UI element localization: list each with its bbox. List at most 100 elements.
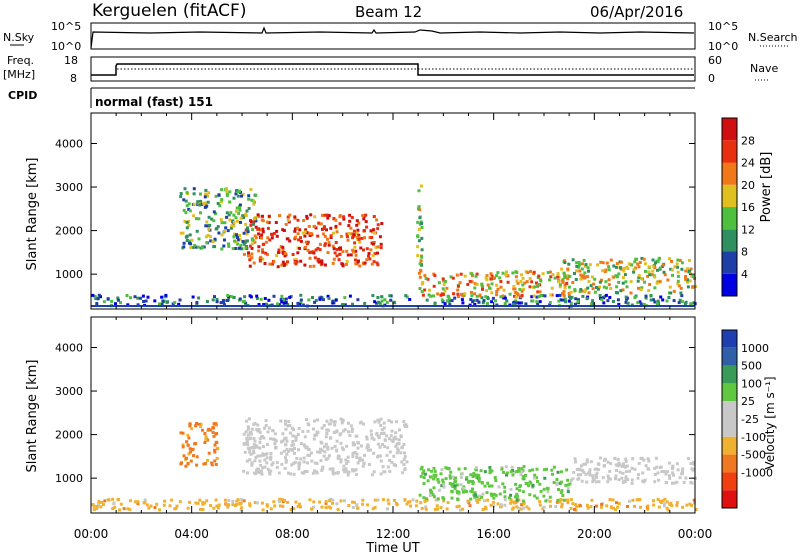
echo-cell (342, 303, 346, 307)
echo-cell (246, 230, 250, 234)
echo-cell (363, 236, 366, 240)
echo-cell (288, 295, 292, 299)
echo-cell (442, 279, 446, 283)
echo-cell (473, 286, 477, 290)
echo-cell (321, 298, 325, 302)
echo-cell (417, 239, 421, 243)
echo-cell (247, 417, 251, 421)
echo-cell (582, 258, 586, 262)
colorbar-segment (722, 347, 737, 366)
echo-cell (341, 250, 345, 254)
echo-cell (559, 470, 563, 474)
echo-cell (403, 424, 407, 428)
echo-cell (205, 241, 209, 245)
echo-cell (195, 463, 199, 467)
echo-cell (320, 426, 324, 430)
echo-cell (372, 260, 376, 264)
echo-cell (580, 464, 583, 468)
echo-cell (378, 301, 382, 305)
echo-cell (576, 300, 580, 304)
echo-cell (417, 205, 421, 209)
echo-cell (295, 226, 299, 230)
echo-cell (450, 490, 454, 494)
echo-cell (692, 498, 696, 502)
colorbar-tick-label: 20 (741, 179, 755, 192)
echo-cell (556, 275, 560, 279)
echo-cell (481, 508, 485, 512)
echo-cell (550, 286, 554, 290)
echo-cell (388, 458, 392, 462)
echo-cell (258, 446, 262, 450)
echo-cell (345, 462, 348, 465)
echo-cell (258, 471, 262, 475)
echo-cell (656, 268, 659, 272)
echo-cell (559, 298, 563, 302)
echo-cell (308, 256, 312, 260)
echo-cell (564, 300, 568, 304)
echo-cell (329, 418, 333, 422)
echo-cell (225, 503, 229, 506)
echo-cell (209, 504, 213, 507)
echo-cell (245, 419, 249, 423)
echo-cell (628, 469, 632, 473)
echo-cell (323, 213, 327, 217)
echo-cell (637, 275, 641, 279)
echo-cell (243, 450, 247, 454)
echo-cell (215, 504, 219, 508)
echo-cell (484, 507, 488, 511)
echo-cell (324, 506, 328, 510)
echo-cell (606, 299, 610, 303)
echo-cell (194, 442, 198, 446)
echo-cell (307, 423, 311, 427)
echo-cell (495, 274, 499, 278)
echo-cell (379, 424, 383, 427)
echo-cell (651, 264, 655, 268)
echo-cell (577, 467, 581, 471)
echo-cell (505, 473, 508, 477)
echo-cell (136, 502, 140, 506)
echo-cell (657, 257, 661, 261)
echo-cell (456, 284, 460, 288)
echo-cell (439, 472, 443, 476)
echo-cell (237, 211, 241, 215)
echo-cell (436, 478, 440, 481)
echo-cell (204, 462, 207, 466)
echo-cell (278, 214, 282, 218)
echo-cell (370, 236, 374, 239)
echo-cell (441, 496, 445, 500)
echo-cell (343, 303, 347, 307)
colorbar-segment (722, 383, 737, 402)
echo-cell (111, 507, 115, 511)
echo-cell (370, 436, 374, 440)
echo-cell (338, 433, 342, 437)
echo-cell (490, 291, 494, 295)
echo-cell (97, 502, 100, 506)
echo-cell (431, 493, 435, 497)
echo-cell (305, 461, 309, 465)
echo-cell (201, 500, 205, 504)
echo-cell (419, 269, 423, 273)
echo-cell (619, 289, 623, 293)
echo-cell (670, 467, 674, 471)
echo-cell (437, 281, 441, 285)
echo-cell (299, 505, 302, 509)
echo-cell (448, 476, 452, 480)
echo-cell (471, 475, 475, 478)
echo-cell (442, 485, 446, 489)
echo-cell (571, 477, 575, 481)
echo-cell (533, 494, 537, 498)
echo-cell (292, 462, 296, 465)
echo-cell (348, 294, 352, 298)
echo-cell (617, 272, 621, 276)
echo-cell (344, 458, 348, 462)
echo-cell (624, 280, 628, 284)
echo-cell (656, 260, 660, 263)
echo-cell (179, 192, 183, 196)
echo-cell (206, 438, 210, 442)
echo-cell (360, 236, 364, 240)
echo-cell (319, 459, 323, 463)
echo-cell (320, 213, 324, 217)
echo-cell (388, 469, 392, 473)
echo-cell (203, 432, 207, 435)
echo-cell (671, 464, 675, 468)
